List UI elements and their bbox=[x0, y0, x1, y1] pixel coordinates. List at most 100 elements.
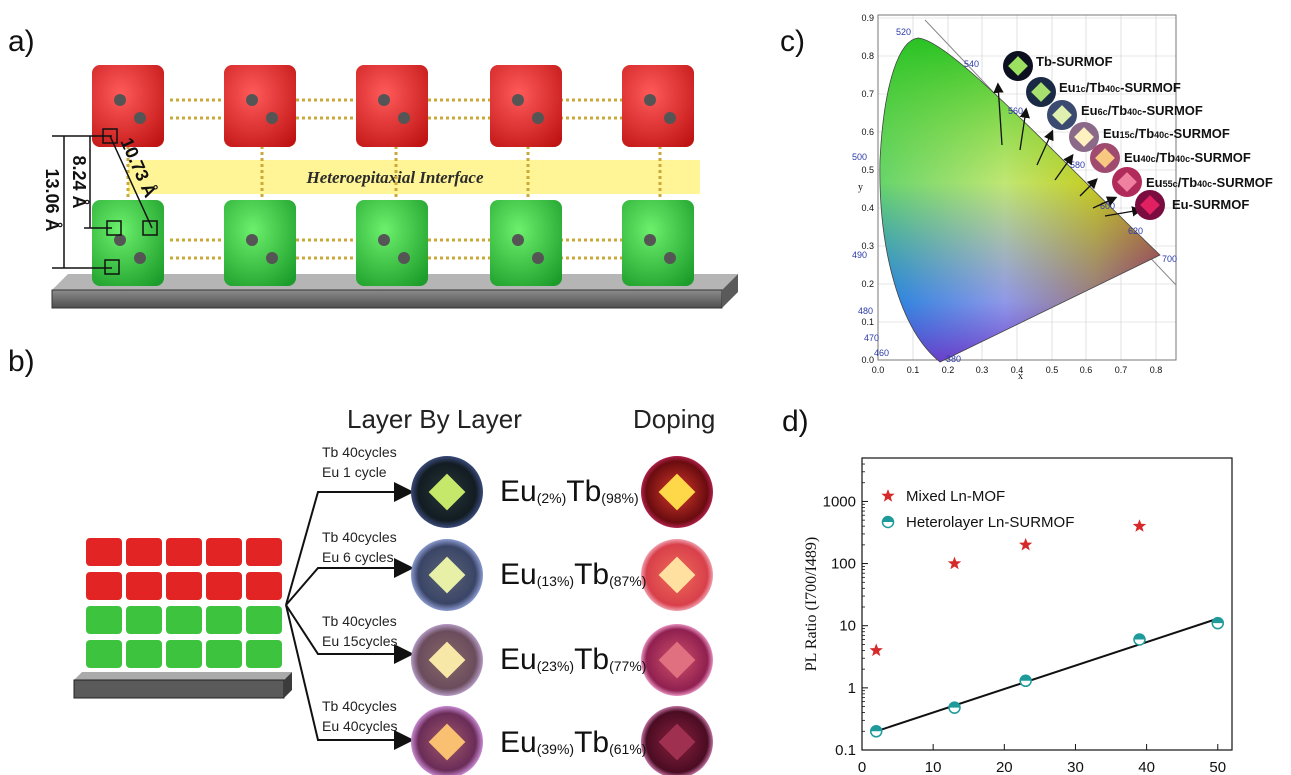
lbl-photo-3 bbox=[411, 624, 483, 696]
lbl-photo-4 bbox=[411, 706, 483, 775]
composition-row-2: Eu(13%)Tb(87%) bbox=[500, 558, 647, 591]
interface-band bbox=[128, 160, 700, 194]
svg-text:0.6: 0.6 bbox=[861, 127, 874, 137]
plot-frame bbox=[861, 457, 1233, 751]
cie-wavelengths: 520 540 560 580 600 620 700 500 490 480 … bbox=[852, 27, 1177, 364]
svg-text:0.5: 0.5 bbox=[1046, 365, 1059, 375]
x-tick-label-0: 0 bbox=[858, 759, 866, 775]
substrate bbox=[51, 289, 723, 309]
x-tick-label-3: 30 bbox=[1067, 759, 1084, 775]
substrate-side bbox=[722, 274, 738, 308]
mixed-point-2 bbox=[1019, 537, 1033, 551]
legend-label-heterolayer: Heterolayer Ln-SURMOF bbox=[906, 514, 1074, 531]
y-axis-ticks: 0.1 1 10 100 1000 bbox=[823, 457, 868, 759]
legend-circle-marker bbox=[881, 515, 895, 529]
heterolayer-point-3 bbox=[1133, 633, 1146, 646]
cycles-row-3: Tb 40cycles Eu 15cycles bbox=[322, 613, 398, 649]
svg-text:0.2: 0.2 bbox=[861, 279, 874, 289]
green-clusters bbox=[92, 200, 694, 286]
panel-label-b: b) bbox=[8, 345, 35, 378]
svg-text:540: 540 bbox=[964, 59, 979, 69]
cie-sample-label-1: Tb-SURMOF bbox=[1036, 54, 1113, 69]
luminescence-photos bbox=[411, 456, 713, 775]
composition-row-3: Eu(23%)Tb(77%) bbox=[500, 643, 647, 676]
doping-photo-2 bbox=[641, 539, 713, 611]
cycles-row-4: Tb 40cycles Eu 40cycles bbox=[322, 698, 398, 734]
dim-outer-label: 13.06 Å bbox=[42, 168, 62, 231]
y-tick-label-1: 1 bbox=[848, 680, 856, 697]
svg-text:620: 620 bbox=[1128, 226, 1143, 236]
heterolayer-point-4 bbox=[1211, 616, 1225, 630]
x-tick-label-5: 50 bbox=[1209, 759, 1226, 775]
svg-text:0.1: 0.1 bbox=[861, 317, 874, 327]
dimension-lines bbox=[52, 128, 158, 275]
layer-by-layer-heading: Layer By Layer bbox=[347, 404, 522, 434]
dim-inner-label: 8.24 Å bbox=[69, 155, 89, 208]
y-tick-label-3: 100 bbox=[831, 556, 856, 573]
composition-row-1: Eu(2%)Tb(98%) bbox=[500, 475, 639, 508]
mixed-point-1 bbox=[947, 556, 962, 570]
cie-yticks: 0.0 0.1 0.2 0.3 0.4 0.5 0.6 0.7 0.8 0.9 bbox=[861, 13, 874, 365]
doping-photo-4 bbox=[641, 706, 713, 775]
svg-text:480: 480 bbox=[858, 306, 873, 316]
svg-text:560: 560 bbox=[1008, 106, 1023, 116]
cie-sample-label-5: Eu40c/Tb40c-SURMOF bbox=[1124, 150, 1251, 165]
svg-text:0.7: 0.7 bbox=[861, 89, 874, 99]
svg-text:0.2: 0.2 bbox=[942, 365, 955, 375]
y-axis-label: PL Ratio (I700/I489) bbox=[803, 537, 820, 672]
cie-sample-photos bbox=[1003, 51, 1165, 220]
svg-text:0.8: 0.8 bbox=[1150, 365, 1163, 375]
cie-sample-label-6: Eu55c/Tb40c-SURMOF bbox=[1146, 175, 1273, 190]
svg-text:0.6: 0.6 bbox=[1080, 365, 1093, 375]
panel-label-c: c) bbox=[780, 25, 805, 58]
svg-text:0.3: 0.3 bbox=[976, 365, 989, 375]
metal-atoms bbox=[114, 94, 676, 264]
data-points bbox=[869, 519, 1225, 738]
cie-ylabel: y bbox=[858, 182, 863, 193]
legend-label-mixed: Mixed Ln-MOF bbox=[906, 488, 1005, 505]
panel-label-d: d) bbox=[782, 405, 809, 438]
doping-photo-1 bbox=[641, 456, 713, 528]
mixed-point-3 bbox=[1132, 519, 1147, 532]
red-clusters bbox=[92, 65, 694, 147]
svg-text:0.0: 0.0 bbox=[872, 365, 885, 375]
doping-photo-3 bbox=[641, 624, 713, 696]
x-tick-label-2: 20 bbox=[996, 759, 1013, 775]
svg-text:0.3: 0.3 bbox=[861, 241, 874, 251]
legend-star-marker bbox=[881, 489, 895, 502]
panel-b-stack bbox=[73, 538, 292, 699]
svg-text:460: 460 bbox=[874, 348, 889, 358]
lbl-photo-1 bbox=[411, 456, 483, 528]
svg-text:600: 600 bbox=[1100, 201, 1115, 211]
panel-d-chart: 0 10 20 30 40 50 0.1 1 10 100 1000 PL Ratio (I700… bbox=[803, 457, 1233, 775]
panel-label-a: a) bbox=[8, 25, 35, 58]
svg-text:0.9: 0.9 bbox=[861, 13, 874, 23]
svg-text:0.0: 0.0 bbox=[861, 355, 874, 365]
svg-text:0.4: 0.4 bbox=[1011, 365, 1024, 375]
svg-text:0.7: 0.7 bbox=[1115, 365, 1128, 375]
svg-text:490: 490 bbox=[852, 250, 867, 260]
x-axis-ticks: 0 10 20 30 40 50 bbox=[858, 744, 1226, 775]
svg-text:0.5: 0.5 bbox=[861, 165, 874, 175]
svg-text:500: 500 bbox=[852, 152, 867, 162]
panel-b-arrows bbox=[285, 482, 414, 750]
y-tick-label-2: 10 bbox=[839, 618, 856, 635]
svg-text:0.8: 0.8 bbox=[861, 51, 874, 61]
svg-text:580: 580 bbox=[1070, 160, 1085, 170]
cie-xticks: 0.0 0.1 0.2 0.3 0.4 0.5 0.6 0.7 0.8 bbox=[872, 365, 1163, 375]
doping-heading: Doping bbox=[633, 404, 716, 434]
fit-line bbox=[875, 617, 1219, 733]
svg-text:700: 700 bbox=[1162, 254, 1177, 264]
cie-sample-label-3: Eu6c/Tb40c-SURMOF bbox=[1081, 103, 1203, 118]
svg-text:0.4: 0.4 bbox=[861, 203, 874, 213]
svg-text:520: 520 bbox=[896, 27, 911, 37]
x-tick-label-4: 40 bbox=[1138, 759, 1155, 775]
lbl-photo-2 bbox=[411, 539, 483, 611]
heterolayer-point-0 bbox=[869, 725, 883, 738]
y-tick-label-4: 1000 bbox=[823, 493, 856, 510]
chart-legend: Mixed Ln-MOF Heterolayer Ln-SURMOF bbox=[881, 488, 1074, 531]
cycles-row-2: Tb 40cycles Eu 6 cycles bbox=[322, 529, 397, 565]
mixed-point-0 bbox=[869, 643, 883, 657]
cie-sample-label-2: Eu1c/Tb40c-SURMOF bbox=[1059, 80, 1181, 95]
fit-line-group bbox=[875, 617, 1219, 733]
